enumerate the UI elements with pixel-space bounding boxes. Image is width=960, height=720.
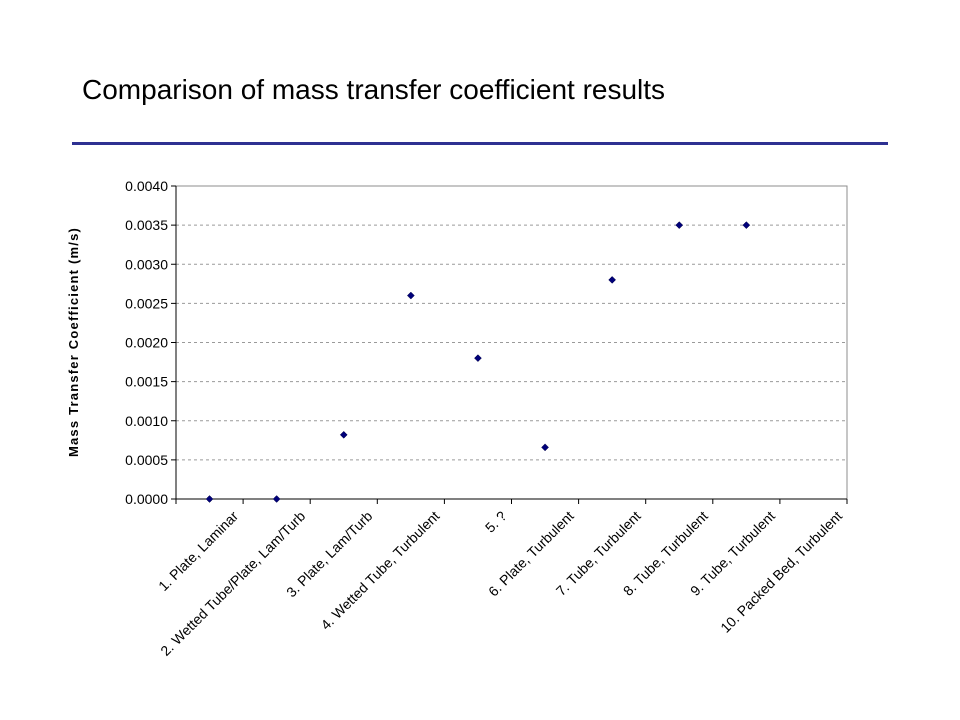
data-point <box>474 354 482 363</box>
data-point <box>205 495 214 503</box>
slide-title: Comparison of mass transfer coefficient … <box>82 74 666 105</box>
y-tick-label: 0.0035 <box>125 217 168 233</box>
title-underline <box>72 142 888 145</box>
data-point <box>675 221 684 229</box>
y-tick-label: 0.0030 <box>125 256 168 272</box>
data-point <box>608 276 617 284</box>
y-tick-label: 0.0000 <box>125 491 168 507</box>
y-tick-label: 0.0040 <box>125 178 168 194</box>
y-tick-label: 0.0010 <box>125 413 168 429</box>
y-tick-label: 0.0025 <box>125 295 168 311</box>
y-tick-label: 0.0005 <box>125 452 168 468</box>
x-tick-label: 10. Packed Bed, Turbulent <box>717 508 845 636</box>
y-tick-label: 0.0015 <box>125 374 168 390</box>
x-tick-label: 5. ? <box>482 508 510 536</box>
data-point <box>541 443 549 452</box>
x-tick-label: 2. Wetted Tube/Plate, Lam/Turb <box>157 508 308 659</box>
y-tick-labels: 0.0000 0.0005 0.0010 0.0015 0.0020 0.0025 0.00… <box>125 178 168 507</box>
axes <box>171 185 848 504</box>
data-point <box>742 221 751 229</box>
gridlines <box>176 224 847 461</box>
y-axis-label: Mass Transfer Coefficient (m/s) <box>66 227 81 457</box>
data-markers <box>205 221 751 503</box>
data-point <box>272 495 281 503</box>
data-point <box>406 291 415 300</box>
data-point <box>339 430 348 439</box>
y-tick-label: 0.0020 <box>125 335 168 351</box>
x-tick-label: 4. Wetted Tube, Turbulent <box>317 508 442 633</box>
